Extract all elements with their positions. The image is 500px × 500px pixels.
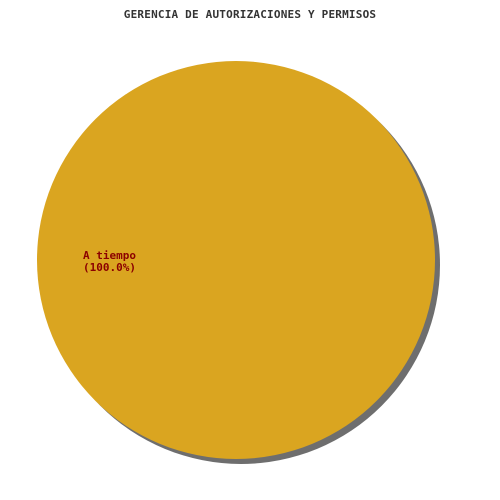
slice-label-0: A tiempo <box>83 249 136 262</box>
pie-slice-0 <box>37 61 435 459</box>
slice-percent-0: (100.0%) <box>83 261 136 274</box>
chart-title: GERENCIA DE AUTORIZACIONES Y PERMISOS <box>123 8 377 21</box>
